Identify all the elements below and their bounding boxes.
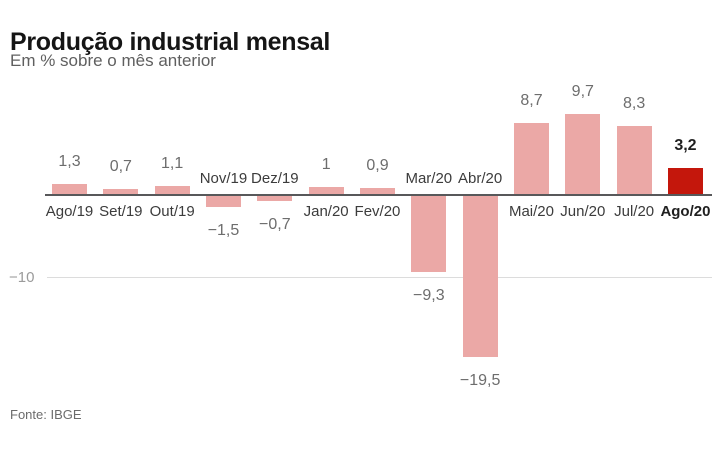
bar-mai-20 (513, 122, 549, 195)
month-label-jan-20: Jan/20 (303, 203, 349, 220)
gridline-label: −10 (9, 269, 35, 286)
value-label-jul-20: 8,3 (623, 95, 646, 113)
bar-abr-20 (462, 195, 498, 357)
bar-nov-19 (205, 195, 241, 208)
value-label-set-19: 0,7 (109, 158, 132, 176)
month-label-set-19: Set/19 (99, 203, 143, 220)
month-label-jul-20: Jul/20 (614, 203, 655, 220)
value-label-fev-20: 0,9 (366, 156, 389, 174)
bar-mar-20 (411, 195, 447, 273)
gridline-minus-10 (47, 277, 712, 278)
chart-subtitle: Em % sobre o mês anterior (10, 51, 216, 70)
bar-set-19 (103, 189, 139, 195)
value-label-dez-19: −0,7 (259, 215, 291, 233)
bar-jun-20 (565, 114, 601, 195)
month-label-ago-20: Ago/20 (660, 203, 711, 220)
value-label-abr-20: −19,5 (459, 371, 501, 389)
value-label-jan-20: 1 (321, 155, 331, 173)
bar-ago-20 (667, 168, 703, 195)
chart-title: Produção industrial mensal (10, 27, 331, 56)
bar-dez-19 (257, 195, 293, 201)
month-label-jun-20: Jun/20 (560, 203, 606, 220)
value-label-jun-20: 9,7 (571, 83, 594, 101)
month-label-mai-20: Mai/20 (508, 203, 554, 220)
zero-axis-line (45, 194, 712, 196)
bar-ago-19 (52, 184, 87, 195)
bar-jan-20 (308, 186, 344, 195)
month-label-nov-19: Nov/19 (199, 170, 248, 187)
value-label-ago-19: 1,3 (58, 153, 81, 171)
month-label-mar-20: Mar/20 (405, 170, 453, 187)
bar-out-19 (154, 185, 190, 195)
month-label-fev-20: Fev/20 (354, 203, 401, 220)
month-label-dez-19: Dez/19 (251, 170, 299, 187)
value-label-mai-20: 8,7 (520, 91, 543, 109)
bar-jul-20 (616, 126, 652, 195)
month-label-out-19: Out/19 (149, 203, 195, 220)
month-label-ago-19: Ago/19 (45, 203, 94, 220)
value-label-out-19: 1,1 (161, 154, 184, 172)
value-label-ago-20: 3,2 (674, 137, 697, 155)
value-label-nov-19: −1,5 (207, 222, 240, 240)
source-label: Fonte: IBGE (10, 407, 82, 422)
value-label-mar-20: −9,3 (413, 287, 445, 305)
bar-fev-20 (359, 187, 395, 195)
month-label-abr-20: Abr/20 (458, 170, 503, 187)
